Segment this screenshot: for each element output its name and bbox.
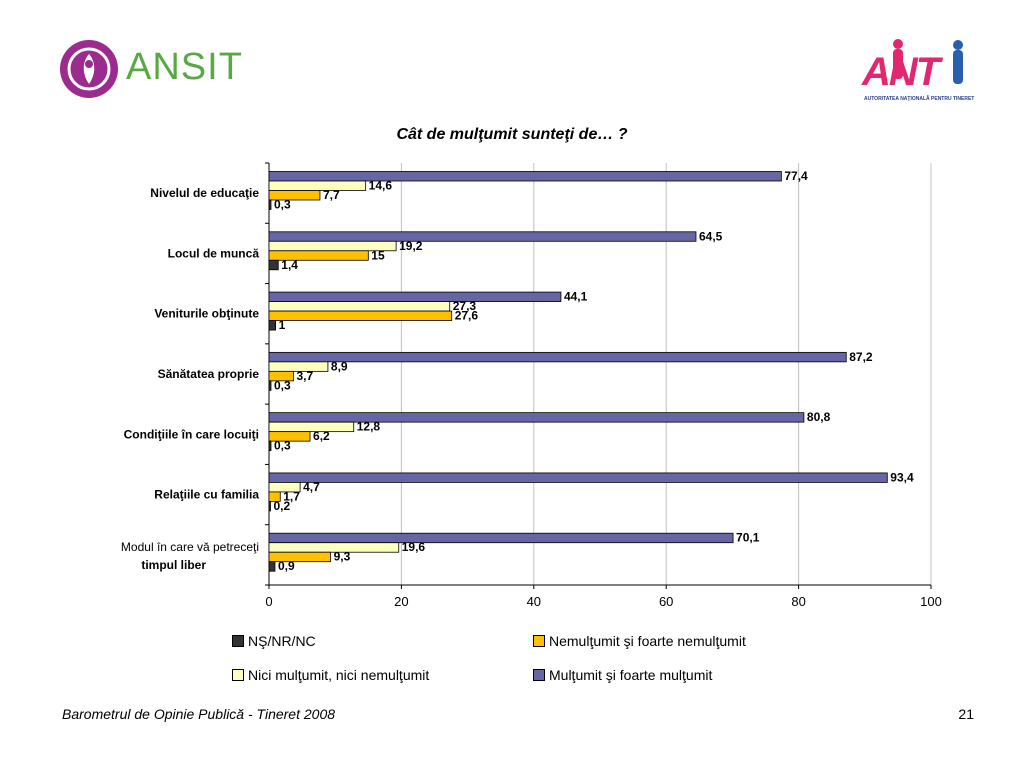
ant-logo: ANT AUTORITATEA NAŢIONALĂ PENTRU TINERET — [858, 38, 978, 108]
data-label: 7,7 — [323, 188, 340, 202]
data-label: 3,7 — [296, 369, 313, 383]
category-label: Sănătatea proprie — [158, 367, 260, 381]
bar — [268, 532, 734, 544]
legend-item-nici: Nici mulţumit, nici nemulţumit — [232, 667, 429, 683]
x-tick-label: 40 — [527, 594, 541, 609]
legend-label-nici: Nici mulţumit, nici nemulţumit — [248, 667, 430, 683]
legend-label-multumit: Mulţumit şi foarte mulţumit — [549, 667, 713, 683]
data-label: 27,6 — [455, 309, 479, 323]
bar — [268, 291, 562, 302]
legend-swatch-ns — [232, 635, 244, 648]
legend-swatch-nici — [232, 669, 244, 682]
ansit-logo: ANSIT — [60, 40, 242, 100]
bar — [268, 482, 301, 493]
legend-swatch-nemultumit — [533, 635, 545, 648]
legend-item-multumit: Mulţumit şi foarte mulţumit — [533, 667, 712, 683]
data-label: 0,9 — [278, 559, 295, 573]
bar — [268, 561, 276, 572]
data-label: 0,2 — [274, 499, 291, 513]
category-label: timpul liber — [141, 558, 206, 572]
data-label: 4,7 — [303, 480, 320, 494]
data-label: 14,6 — [369, 179, 393, 193]
bar — [268, 491, 281, 502]
ant-figures-icon — [893, 39, 963, 84]
data-label: 27,3 — [453, 299, 477, 313]
bar — [268, 320, 277, 331]
data-label: 8,9 — [331, 359, 348, 373]
ansit-logo-text: ANSIT — [126, 46, 243, 88]
bar — [268, 231, 697, 242]
bar — [268, 310, 453, 321]
legend-item-ns: NŞ/NR/NC — [232, 633, 316, 649]
data-label: 0,3 — [274, 439, 291, 453]
bar — [268, 472, 888, 483]
ant-logo-subtitle: AUTORITATEA NAŢIONALĂ PENTRU TINERET — [864, 96, 975, 102]
bar — [268, 542, 400, 553]
data-label: 19,6 — [402, 540, 426, 554]
legend-label-ns: NŞ/NR/NC — [248, 633, 316, 649]
data-label: 64,5 — [699, 229, 723, 243]
bar — [268, 440, 272, 452]
data-label: 80,8 — [807, 410, 831, 424]
data-label: 0,3 — [274, 198, 291, 212]
data-label: 12,8 — [357, 420, 381, 434]
x-tick-label: 60 — [659, 594, 673, 609]
category-label: Modul în care vă petreceţi — [121, 540, 259, 554]
ant-logo-text: ANT — [862, 50, 940, 94]
page-number: 21 — [958, 706, 974, 722]
data-label: 9,3 — [334, 550, 351, 564]
x-tick-label: 20 — [394, 594, 408, 609]
data-label: 70,1 — [736, 531, 760, 545]
category-label: Relaţiile cu familia — [154, 488, 259, 502]
bar — [268, 370, 294, 382]
legend-item-nemultumit: Nemulţumit şi foarte nemulţumit — [533, 633, 746, 649]
category-label: Nivelul de educaţie — [150, 186, 259, 200]
bar — [268, 259, 279, 271]
bar — [268, 250, 369, 261]
bar — [268, 351, 847, 363]
ansit-emblem-icon — [60, 40, 118, 98]
data-label: 15 — [371, 248, 385, 262]
bar — [268, 180, 367, 191]
legend-label-nemultumit: Nemulţumit şi foarte nemulţumit — [549, 633, 746, 649]
bar — [268, 412, 805, 423]
data-label: 6,2 — [313, 429, 330, 443]
x-tick-label: 0 — [265, 594, 272, 609]
category-label: Locul de muncă — [168, 246, 260, 260]
data-label: 1,4 — [281, 258, 298, 272]
bar — [268, 301, 451, 312]
footer-source: Barometrul de Opinie Publică - Tineret 2… — [62, 706, 336, 722]
x-tick-label: 80 — [791, 594, 805, 609]
bar — [268, 199, 272, 210]
bar — [268, 551, 331, 563]
chart-title: Cât de mulţumit sunteţi de… ? — [396, 126, 628, 143]
bar — [268, 171, 782, 182]
bar — [268, 501, 271, 512]
category-label: Condiţiile în care locuiţi — [124, 427, 259, 441]
data-label: 19,2 — [399, 239, 423, 253]
data-label: 44,1 — [564, 290, 588, 304]
data-label: 87,2 — [849, 350, 873, 364]
bar — [268, 431, 311, 442]
bar — [268, 421, 355, 433]
data-label: 1,7 — [283, 489, 300, 503]
data-label: 93,4 — [890, 470, 914, 484]
x-tick-label: 100 — [920, 594, 942, 609]
bar — [268, 361, 329, 372]
bar — [268, 190, 321, 201]
bar — [268, 380, 272, 391]
legend-swatch-multumit — [533, 669, 545, 682]
category-label: Veniturile obţinute — [154, 307, 259, 321]
data-label: 77,4 — [784, 169, 808, 183]
data-label: 1 — [279, 318, 286, 332]
data-label: 0,3 — [274, 378, 291, 392]
